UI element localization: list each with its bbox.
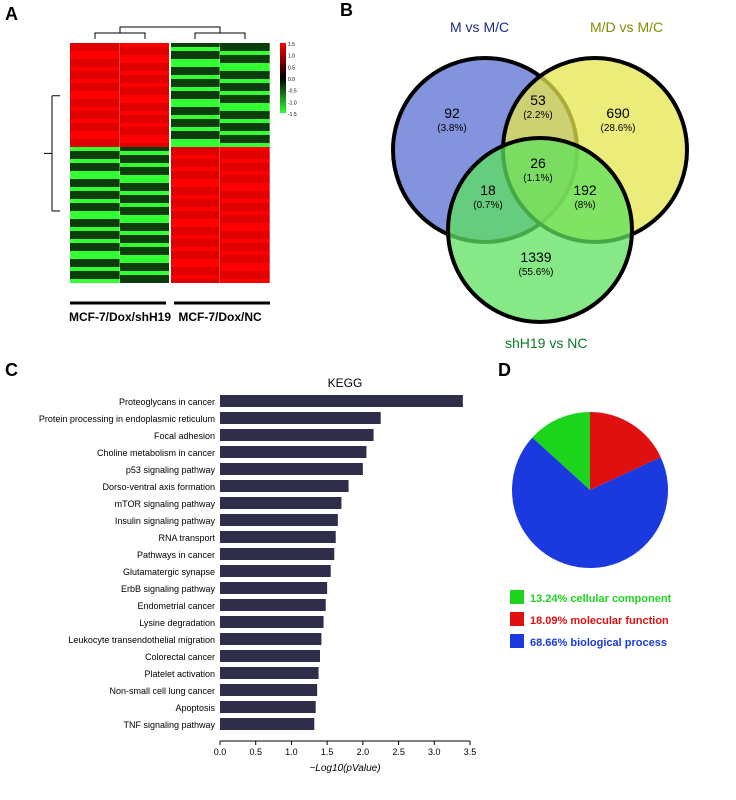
svg-text:Platelet activation: Platelet activation — [144, 669, 215, 679]
svg-text:3.0: 3.0 — [428, 747, 441, 757]
svg-text:-1.5: -1.5 — [288, 112, 297, 118]
panel-d-label: D — [498, 360, 511, 381]
svg-text:192: 192 — [573, 182, 597, 198]
svg-text:1.0: 1.0 — [285, 747, 298, 757]
svg-text:M/D vs M/C: M/D vs M/C — [590, 19, 663, 35]
svg-text:2.5: 2.5 — [392, 747, 405, 757]
svg-text:3.5: 3.5 — [464, 747, 477, 757]
svg-text:(1.1%): (1.1%) — [523, 173, 552, 184]
svg-text:Lysine degradation: Lysine degradation — [139, 618, 215, 628]
svg-text:MCF-7/Dox/shH19: MCF-7/Dox/shH19 — [69, 310, 171, 324]
svg-text:Proteoglycans in cancer: Proteoglycans in cancer — [119, 397, 215, 407]
venn-svg: M vs M/C M/D vs M/C shH19 vs NC 92 (3.8%) 53 (… — [360, 10, 720, 350]
venn-panel: M vs M/C M/D vs M/C shH19 vs NC 92 (3.8%) 53 (… — [360, 10, 720, 350]
svg-text:1339: 1339 — [520, 249, 551, 265]
svg-text:-1.0: -1.0 — [288, 100, 297, 106]
svg-text:shH19 vs NC: shH19 vs NC — [505, 335, 587, 350]
svg-text:M vs M/C: M vs M/C — [450, 19, 509, 35]
svg-text:−Log10(pValue): −Log10(pValue) — [309, 763, 380, 774]
svg-text:0.0: 0.0 — [288, 77, 295, 83]
svg-text:68.66% biological process: 68.66% biological process — [530, 637, 667, 649]
svg-text:(0.7%): (0.7%) — [473, 200, 502, 211]
svg-text:Pathways in cancer: Pathways in cancer — [137, 550, 215, 560]
svg-text:0.0: 0.0 — [214, 747, 227, 757]
panel-c-label: C — [5, 360, 18, 381]
svg-text:2.0: 2.0 — [357, 747, 370, 757]
svg-text:Glutamatergic synapse: Glutamatergic synapse — [123, 567, 215, 577]
svg-text:(3.8%): (3.8%) — [437, 123, 466, 134]
svg-text:TNF signaling pathway: TNF signaling pathway — [123, 720, 215, 730]
svg-text:Protein processing in endoplas: Protein processing in endoplasmic reticu… — [39, 414, 215, 424]
svg-text:92: 92 — [444, 105, 460, 121]
panel-a-label: A — [5, 4, 18, 25]
svg-text:Colorectal cancer: Colorectal cancer — [145, 652, 215, 662]
kegg-panel: KEGG Proteoglycans in cancer Protein proce… — [20, 375, 490, 785]
svg-text:RNA transport: RNA transport — [158, 533, 215, 543]
svg-text:Dorso-ventral axis formation: Dorso-ventral axis formation — [102, 482, 215, 492]
svg-text:Insulin signaling pathway: Insulin signaling pathway — [115, 516, 216, 526]
heatmap-svg: 1.5 1.0 0.5 0.0 -0.5 -1.0 -1.5 MCF-7/Dox/shH19 M… — [40, 25, 320, 335]
svg-text:(2.2%): (2.2%) — [523, 110, 552, 121]
pie-svg: 13.24% cellular component 18.09% molecula… — [500, 400, 730, 700]
svg-text:1.0: 1.0 — [288, 54, 295, 60]
svg-text:Non-small cell lung cancer: Non-small cell lung cancer — [109, 686, 215, 696]
kegg-svg: KEGG Proteoglycans in cancer Protein proce… — [20, 375, 490, 785]
svg-text:Focal adhesion: Focal adhesion — [154, 431, 215, 441]
svg-text:KEGG: KEGG — [328, 376, 363, 390]
svg-text:-0.5: -0.5 — [288, 89, 297, 95]
svg-text:18: 18 — [480, 182, 496, 198]
svg-text:18.09% molecular function: 18.09% molecular function — [530, 615, 669, 627]
svg-text:MCF-7/Dox/NC: MCF-7/Dox/NC — [178, 310, 262, 324]
svg-text:53: 53 — [530, 92, 546, 108]
svg-text:Endometrial cancer: Endometrial cancer — [137, 601, 215, 611]
svg-text:0.5: 0.5 — [249, 747, 262, 757]
svg-text:(8%): (8%) — [574, 200, 595, 211]
svg-text:(28.6%): (28.6%) — [600, 123, 635, 134]
svg-text:Choline metabolism in cancer: Choline metabolism in cancer — [97, 448, 215, 458]
panel-b-label: B — [340, 0, 353, 21]
svg-text:0.5: 0.5 — [288, 65, 295, 71]
svg-text:Apoptosis: Apoptosis — [175, 703, 215, 713]
heatmap-panel: 1.5 1.0 0.5 0.0 -0.5 -1.0 -1.5 MCF-7/Dox/shH19 M… — [40, 25, 320, 335]
svg-text:1.5: 1.5 — [321, 747, 334, 757]
svg-text:26: 26 — [530, 155, 546, 171]
svg-text:Leukocyte transendothelial mig: Leukocyte transendothelial migration — [68, 635, 215, 645]
svg-text:(55.6%): (55.6%) — [518, 267, 553, 278]
svg-text:p53 signaling pathway: p53 signaling pathway — [126, 465, 216, 475]
svg-text:ErbB signaling pathway: ErbB signaling pathway — [121, 584, 216, 594]
svg-text:13.24% cellular component: 13.24% cellular component — [530, 593, 672, 605]
svg-text:1.5: 1.5 — [288, 42, 295, 48]
svg-text:690: 690 — [606, 105, 630, 121]
pie-panel: 13.24% cellular component 18.09% molecula… — [500, 400, 730, 700]
svg-text:mTOR signaling pathway: mTOR signaling pathway — [115, 499, 216, 509]
